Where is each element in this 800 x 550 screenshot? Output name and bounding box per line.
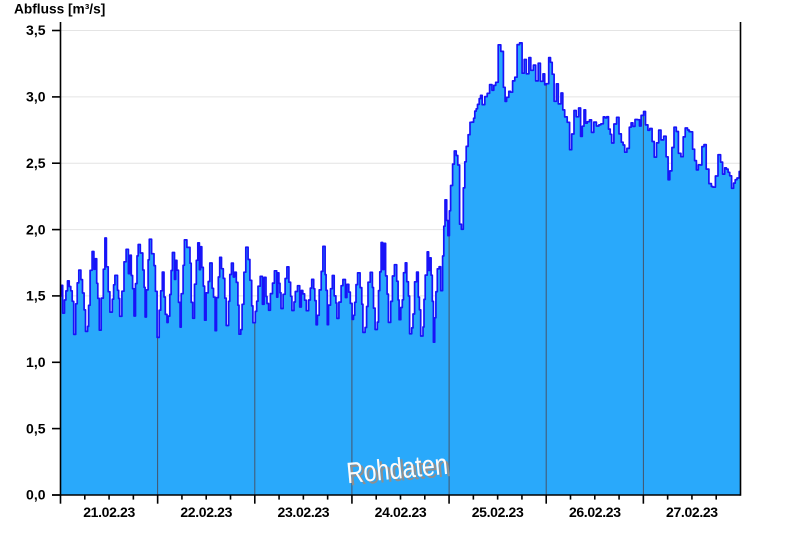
svg-text:23.02.23: 23.02.23 bbox=[278, 504, 330, 520]
svg-text:26.02.23: 26.02.23 bbox=[569, 504, 621, 520]
svg-text:0,0: 0,0 bbox=[26, 487, 46, 503]
svg-text:Abfluss [m³/s]: Abfluss [m³/s] bbox=[14, 1, 105, 16]
svg-text:21.02.23: 21.02.23 bbox=[83, 504, 135, 520]
svg-text:3,0: 3,0 bbox=[26, 89, 46, 105]
svg-text:1,0: 1,0 bbox=[26, 354, 46, 370]
svg-text:24.02.23: 24.02.23 bbox=[375, 504, 427, 520]
svg-text:3,5: 3,5 bbox=[26, 22, 46, 38]
svg-text:0,5: 0,5 bbox=[26, 420, 46, 436]
svg-text:27.02.23: 27.02.23 bbox=[666, 504, 718, 520]
svg-text:22.02.23: 22.02.23 bbox=[180, 504, 232, 520]
svg-text:2,0: 2,0 bbox=[26, 221, 46, 237]
svg-text:1,5: 1,5 bbox=[26, 288, 46, 304]
svg-text:25.02.23: 25.02.23 bbox=[472, 504, 524, 520]
svg-text:2,5: 2,5 bbox=[26, 155, 46, 171]
